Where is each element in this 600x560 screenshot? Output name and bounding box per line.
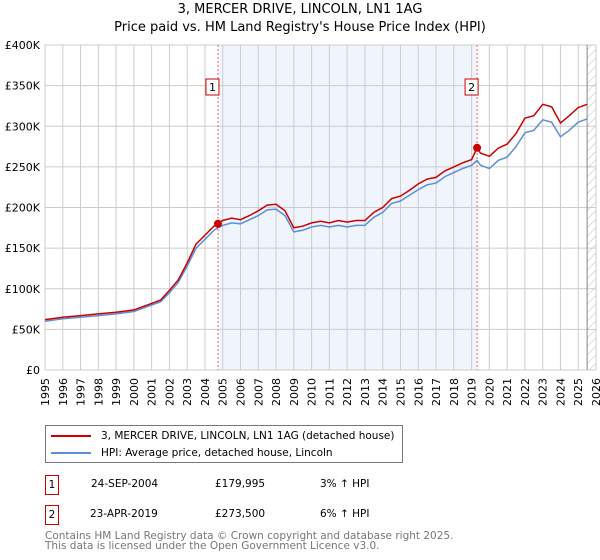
- x-tick-label: 2005: [217, 378, 230, 406]
- chart-subtitle: Price paid vs. HM Land Registry's House …: [114, 20, 486, 35]
- transaction-marker: 1: [45, 475, 59, 495]
- sale-point: [213, 219, 222, 228]
- footer-licence: This data is licensed under the Open Gov…: [45, 540, 380, 552]
- x-tick-label: 1996: [57, 378, 70, 406]
- y-tick-label: £250K: [5, 161, 41, 174]
- transaction-row: 1 24-SEP-2004 £179,995 3% ↑ HPI: [45, 475, 445, 495]
- x-tick-label: 2023: [537, 378, 550, 406]
- y-tick-label: £150K: [5, 242, 41, 255]
- x-tick-label: 2009: [288, 378, 301, 406]
- x-tick-label: 1995: [39, 378, 52, 406]
- y-tick-label: £0: [26, 364, 40, 377]
- footer-copyright: Contains HM Land Registry data © Crown c…: [45, 530, 454, 542]
- x-tick-label: 1997: [75, 378, 88, 406]
- x-tick-label: 2016: [412, 378, 425, 406]
- y-tick-label: £400K: [5, 39, 41, 52]
- sale-label: 2: [468, 81, 475, 94]
- x-tick-label: 2010: [306, 378, 319, 406]
- x-tick-label: 2007: [252, 378, 265, 406]
- transaction-price: £179,995: [215, 478, 266, 490]
- x-tick-label: 2004: [199, 378, 212, 406]
- x-tick-label: 2019: [466, 378, 479, 406]
- legend-blue-line: [51, 452, 91, 454]
- hpi-line: [44, 118, 588, 323]
- x-tick-label: 2012: [341, 378, 354, 406]
- x-tick-label: 2006: [235, 378, 248, 406]
- chart-plot: 1995 1996 1997 1998 1999 2000 2001 2002 2003 2004…: [5, 39, 600, 406]
- x-tick-label: 2013: [359, 378, 372, 406]
- x-tick-label: 1998: [92, 378, 105, 406]
- x-tick-label: 2021: [501, 378, 514, 406]
- legend-red-line: [51, 435, 91, 437]
- property-price-line: [44, 103, 588, 321]
- x-tick-label: 2024: [554, 378, 567, 406]
- transaction-row: 2 23-APR-2019 £273,500 6% ↑ HPI: [45, 505, 445, 525]
- transaction-hpi: 6% ↑ HPI: [320, 508, 370, 520]
- x-tick-label: 2002: [163, 378, 176, 406]
- x-tick-label: 2018: [448, 378, 461, 406]
- y-tick-label: £100K: [5, 283, 41, 296]
- x-tick-label: 2008: [270, 378, 283, 406]
- x-tick-label: 2022: [519, 378, 532, 406]
- x-tick-label: 2017: [430, 378, 443, 406]
- x-tick-label: 2003: [181, 378, 194, 406]
- x-tick-label: 2014: [377, 378, 390, 406]
- x-tick-label: 2026: [590, 378, 600, 406]
- legend-hpi: HPI: Average price, detached house, Linc…: [101, 447, 333, 459]
- x-tick-label: 2025: [572, 378, 585, 406]
- footer: Contains HM Land Registry data © Crown c…: [45, 530, 454, 552]
- transaction-hpi: 3% ↑ HPI: [320, 478, 370, 490]
- y-tick-label: £50K: [12, 323, 41, 336]
- transaction-date: 23-APR-2019: [90, 508, 158, 520]
- sale-label-box: [205, 78, 220, 96]
- legend-property: 3, MERCER DRIVE, LINCOLN, LN1 1AG (detac…: [101, 430, 395, 442]
- x-tick-label: 2020: [483, 378, 496, 406]
- transaction-marker: 2: [45, 505, 59, 525]
- legend: 3, MERCER DRIVE, LINCOLN, LN1 1AG (detac…: [45, 425, 403, 463]
- transaction-price: £273,500: [215, 508, 266, 520]
- x-tick-label: 2001: [146, 378, 159, 406]
- x-tick-label: 2000: [128, 378, 141, 406]
- sale-point: [473, 143, 482, 152]
- x-tick-label: 2011: [323, 378, 336, 406]
- x-tick-label: 1999: [110, 378, 123, 406]
- sale-label: 1: [209, 81, 216, 94]
- chart-title: 3, MERCER DRIVE, LINCOLN, LN1 1AG: [177, 2, 423, 17]
- x-tick-label: 2015: [394, 378, 407, 406]
- y-tick-label: £300K: [5, 120, 41, 133]
- sale-label-box: [464, 78, 479, 96]
- y-tick-label: £350K: [5, 80, 41, 93]
- transaction-date: 24-SEP-2004: [91, 478, 159, 490]
- y-tick-label: £200K: [5, 202, 41, 215]
